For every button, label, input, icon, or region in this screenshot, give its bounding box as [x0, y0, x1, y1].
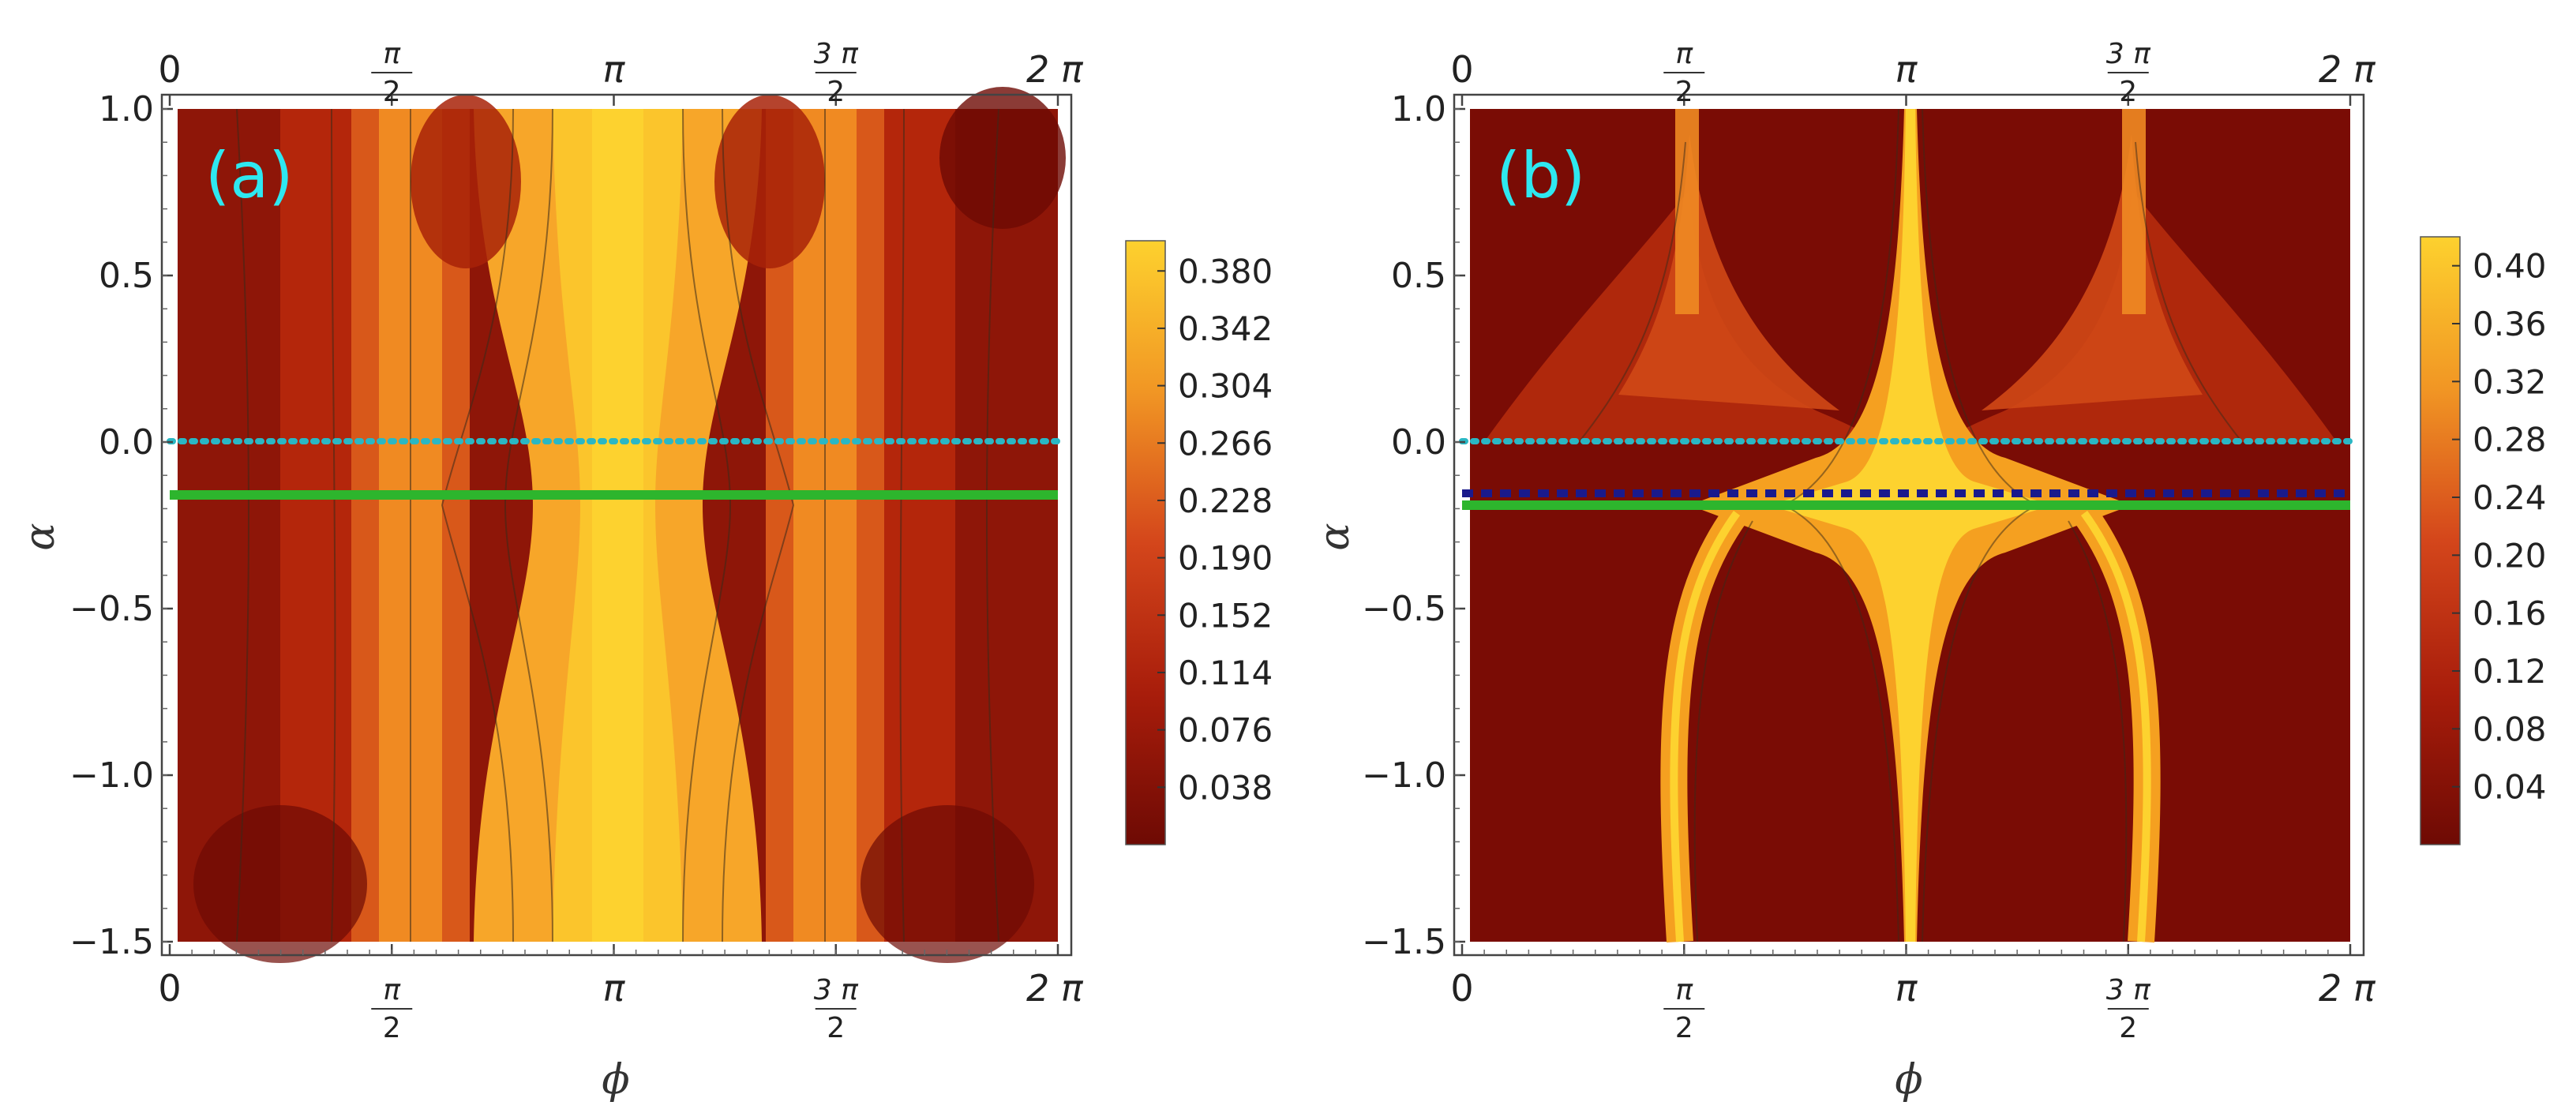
heatmap-b	[1470, 108, 2350, 943]
panel-label-b: (b)	[1496, 139, 1585, 212]
x-tick-label-top-num: 3 π	[814, 38, 859, 70]
colorbar-b	[2420, 237, 2460, 845]
colorbar-tick-label: 0.40	[2473, 247, 2547, 286]
colorbar-tick-label: 0.114	[1178, 654, 1273, 692]
colorbar-tick-label: 0.380	[1178, 252, 1273, 290]
x-tick-label-bottom: 2 π	[1026, 967, 1084, 1010]
x-tick-label-top: π	[1895, 48, 1918, 91]
heatmap-a	[178, 87, 1066, 963]
axes-a: 0 0 π 2 π 2 π π 3 π 2 3 π 2 2 π 2 π 1.0 0.5 0.0 −0.5 −1.0 −…	[69, 38, 1084, 1044]
y-tick-label: 1.0	[1391, 89, 1446, 129]
x-tick-label-bottom: π	[603, 967, 626, 1010]
colorbar-tick-label: 0.16	[2473, 594, 2547, 633]
x-tick-label-top-den: 2	[2119, 76, 2137, 108]
colorbar-tick-label: 0.266	[1178, 424, 1273, 463]
y-tick-label: −1.5	[1362, 922, 1446, 962]
colorbar-tick-label: 0.24	[2473, 478, 2547, 517]
x-axis-title-a: ϕ	[602, 1056, 629, 1104]
colorbar-frame	[1125, 240, 1166, 845]
y-tick-label: −1.0	[1362, 755, 1446, 796]
colorbar-tick-label: 0.08	[2473, 710, 2547, 748]
colorbar-tick-label: 0.28	[2473, 421, 2547, 459]
y-tick-label: −1.5	[69, 922, 154, 962]
y-tick-label: −0.5	[1362, 589, 1446, 629]
x-tick-label-top-den: 2	[383, 76, 401, 108]
x-tick-label-top-den: 2	[1675, 76, 1693, 108]
y-axis-title-a: α	[17, 523, 64, 550]
colorbar-tick-label: 0.304	[1178, 367, 1273, 406]
y-axis-title-b: α	[1311, 523, 1359, 550]
colorbar-tick-label: 0.20	[2473, 536, 2547, 575]
colorbar-tick-label: 0.228	[1178, 482, 1273, 520]
x-axis-title-b: ϕ	[1895, 1056, 1922, 1104]
x-tick-label-top-num: π	[1675, 38, 1693, 70]
x-tick-label-bottom-num: 3 π	[2106, 974, 2151, 1006]
x-tick-label-top: 0	[1450, 48, 1473, 91]
x-tick-label-top: π	[603, 48, 626, 91]
x-tick-label-bottom-num: 3 π	[814, 974, 859, 1006]
colorbar-tick-label: 0.32	[2473, 362, 2547, 401]
frame-a	[160, 93, 1073, 957]
panel-a: (a) α ϕ 0 0 π 2 π 2 π π 3 π 2 3 π 2 2 π 2 π 1.0 0.5 0.0 −…	[17, 38, 1273, 1104]
y-tick-label: −0.5	[69, 589, 154, 629]
y-tick-label: 0.0	[99, 422, 154, 463]
x-tick-label-bottom-den: 2	[2119, 1012, 2137, 1044]
axes-b: 0 0 π 2 π 2 π π 3 π 2 3 π 2 2 π 2 π 1.0 0.5 0.0 −0.5 −1.0 −…	[1362, 38, 2376, 1044]
frame-b	[1453, 93, 2365, 957]
x-tick-label-top: 2 π	[2319, 48, 2376, 91]
colorbar-ticks-a: 0.380 0.342 0.304 0.266 0.228 0.190 0.152 0.114…	[1125, 240, 1273, 845]
x-tick-label-bottom: 0	[158, 967, 181, 1010]
y-tick-label: 0.5	[99, 256, 154, 296]
colorbar-tick-label: 0.342	[1178, 309, 1273, 348]
colorbar-tick-label: 0.076	[1178, 711, 1273, 750]
y-tick-label: 0.5	[1391, 256, 1446, 296]
x-tick-label-bottom-den: 2	[1675, 1012, 1693, 1044]
panel-b: (b) α ϕ 0 0 π 2 π 2 π π 3 π 2 3 π 2 2 π 2 π 1.0 0.5 0.0 −…	[1311, 38, 2547, 1104]
colorbar-tick-label: 0.04	[2473, 768, 2547, 807]
x-tick-label-top-num: 3 π	[2106, 38, 2151, 70]
x-tick-label-bottom-den: 2	[827, 1012, 845, 1044]
colorbar-tick-label: 0.038	[1178, 768, 1273, 807]
panel-label-a: (a)	[205, 139, 293, 212]
colorbar-tick-label: 0.190	[1178, 539, 1273, 578]
colorbar-tick-label: 0.36	[2473, 305, 2547, 343]
x-tick-label-top-den: 2	[827, 76, 845, 108]
x-tick-label-top: 2 π	[1026, 48, 1084, 91]
x-tick-label-bottom: 2 π	[2319, 967, 2376, 1010]
x-tick-label-top-num: π	[383, 38, 401, 70]
colorbar-tick-label: 0.152	[1178, 596, 1273, 635]
colorbar-tick-label: 0.12	[2473, 652, 2547, 691]
x-tick-label-bottom-den: 2	[383, 1012, 401, 1044]
colorbar-frame	[2420, 236, 2461, 845]
x-tick-label-bottom: π	[1895, 967, 1918, 1010]
y-tick-label: 0.0	[1391, 422, 1446, 463]
x-tick-label-bottom: 0	[1450, 967, 1473, 1010]
x-tick-label-bottom-num: π	[383, 974, 401, 1006]
colorbar-ticks-b: 0.40 0.36 0.32 0.28 0.24 0.20 0.16 0.12 0.08 0.04	[2420, 236, 2547, 845]
x-tick-label-top: 0	[158, 48, 181, 91]
x-tick-label-bottom-num: π	[1675, 974, 1693, 1006]
y-tick-label: 1.0	[99, 89, 154, 129]
colorbar-a	[1126, 241, 1165, 845]
y-tick-label: −1.0	[69, 755, 154, 796]
